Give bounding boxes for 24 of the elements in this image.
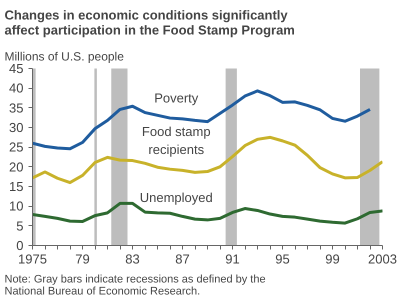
x-tick-label: 91 bbox=[225, 252, 240, 266]
series-label: Poverty bbox=[154, 90, 199, 106]
series-label: Food stamp recipients bbox=[142, 124, 211, 158]
y-tick-label: 0 bbox=[16, 238, 24, 253]
y-axis-title: Millions of U.S. people bbox=[4, 50, 124, 64]
y-tick-label: 15 bbox=[9, 179, 24, 194]
y-tick-label: 40 bbox=[9, 80, 24, 96]
x-tick-label: 99 bbox=[325, 252, 340, 266]
y-tick-label: 10 bbox=[9, 198, 24, 214]
series-label: Unemployed bbox=[140, 190, 213, 205]
y-tick-label: 20 bbox=[9, 159, 24, 174]
x-tick-label: 95 bbox=[275, 252, 290, 266]
y-tick-label: 45 bbox=[9, 61, 24, 76]
y-tick-label: 25 bbox=[9, 140, 24, 155]
y-tick-label: 5 bbox=[16, 218, 24, 234]
text: Note: Gray bars indicate recessions as defined by the National Bureau of Economic Research. bbox=[4, 274, 266, 298]
x-tick-label: 2003 bbox=[368, 252, 397, 266]
x-tick-label: 79 bbox=[75, 252, 90, 266]
chart-title: Changes in economic conditions significantly affect participation in the Food Stamp Program bbox=[4, 8, 295, 38]
x-tick-label: 83 bbox=[125, 252, 140, 266]
x-tick-label: 87 bbox=[175, 252, 190, 266]
x-tick-label: 1975 bbox=[18, 252, 47, 266]
y-tick-label: 30 bbox=[9, 120, 24, 135]
y-tick-label: 35 bbox=[9, 100, 24, 116]
